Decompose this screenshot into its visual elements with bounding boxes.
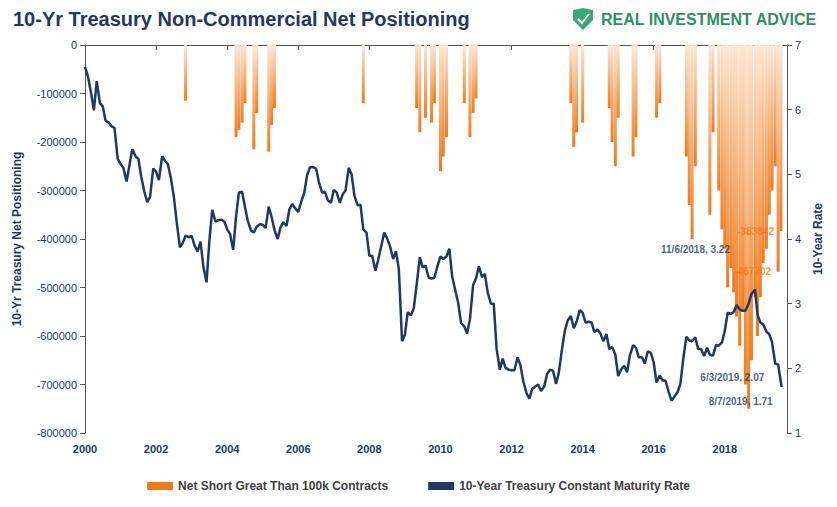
svg-text:11/6/2018, 3.22: 11/6/2018, 3.22 bbox=[661, 244, 730, 255]
svg-text:-300000: -300000 bbox=[37, 185, 77, 197]
svg-text:2012: 2012 bbox=[499, 443, 523, 455]
svg-text:0: 0 bbox=[71, 39, 77, 51]
svg-text:2016: 2016 bbox=[641, 443, 665, 455]
svg-text:-400000: -400000 bbox=[37, 233, 77, 245]
svg-text:6/3/2019, 2.07: 6/3/2019, 2.07 bbox=[700, 372, 764, 383]
svg-text:3: 3 bbox=[795, 298, 801, 310]
svg-text:10-Yr Treasury Non-Commercial: 10-Yr Treasury Non-Commercial Net Positi… bbox=[13, 8, 470, 30]
svg-text:-467702: -467702 bbox=[734, 266, 771, 277]
svg-text:2002: 2002 bbox=[144, 443, 168, 455]
svg-text:-700000: -700000 bbox=[37, 379, 77, 391]
svg-text:1: 1 bbox=[795, 427, 801, 439]
svg-text:Net Short Great Than 100k Cont: Net Short Great Than 100k Contracts bbox=[178, 479, 388, 493]
svg-text:2: 2 bbox=[795, 362, 801, 374]
svg-text:10-Year Treasury Constant Matu: 10-Year Treasury Constant Maturity Rate bbox=[459, 479, 690, 493]
svg-text:2014: 2014 bbox=[570, 443, 595, 455]
svg-text:8/7/2019, 1.71: 8/7/2019, 1.71 bbox=[709, 396, 773, 407]
svg-text:-600000: -600000 bbox=[37, 330, 77, 342]
svg-text:2004: 2004 bbox=[215, 443, 240, 455]
svg-text:4: 4 bbox=[795, 233, 801, 245]
svg-text:2000: 2000 bbox=[73, 443, 97, 455]
svg-text:2006: 2006 bbox=[286, 443, 310, 455]
svg-text:-383842: -383842 bbox=[737, 226, 774, 237]
svg-text:7: 7 bbox=[795, 39, 801, 51]
svg-text:REAL INVESTMENT ADVICE: REAL INVESTMENT ADVICE bbox=[601, 11, 816, 28]
svg-text:2008: 2008 bbox=[357, 443, 381, 455]
svg-text:10-Yr Treasury Net Positioning: 10-Yr Treasury Net Positioning bbox=[10, 152, 24, 327]
svg-text:-800000: -800000 bbox=[37, 427, 77, 439]
svg-text:5: 5 bbox=[795, 168, 801, 180]
svg-text:-200000: -200000 bbox=[37, 136, 77, 148]
svg-text:-100000: -100000 bbox=[37, 88, 77, 100]
svg-text:2018: 2018 bbox=[713, 443, 737, 455]
svg-text:6: 6 bbox=[795, 104, 801, 116]
svg-text:2010: 2010 bbox=[428, 443, 452, 455]
svg-text:10-Year Rate: 10-Year Rate bbox=[811, 203, 825, 275]
svg-text:-500000: -500000 bbox=[37, 282, 77, 294]
